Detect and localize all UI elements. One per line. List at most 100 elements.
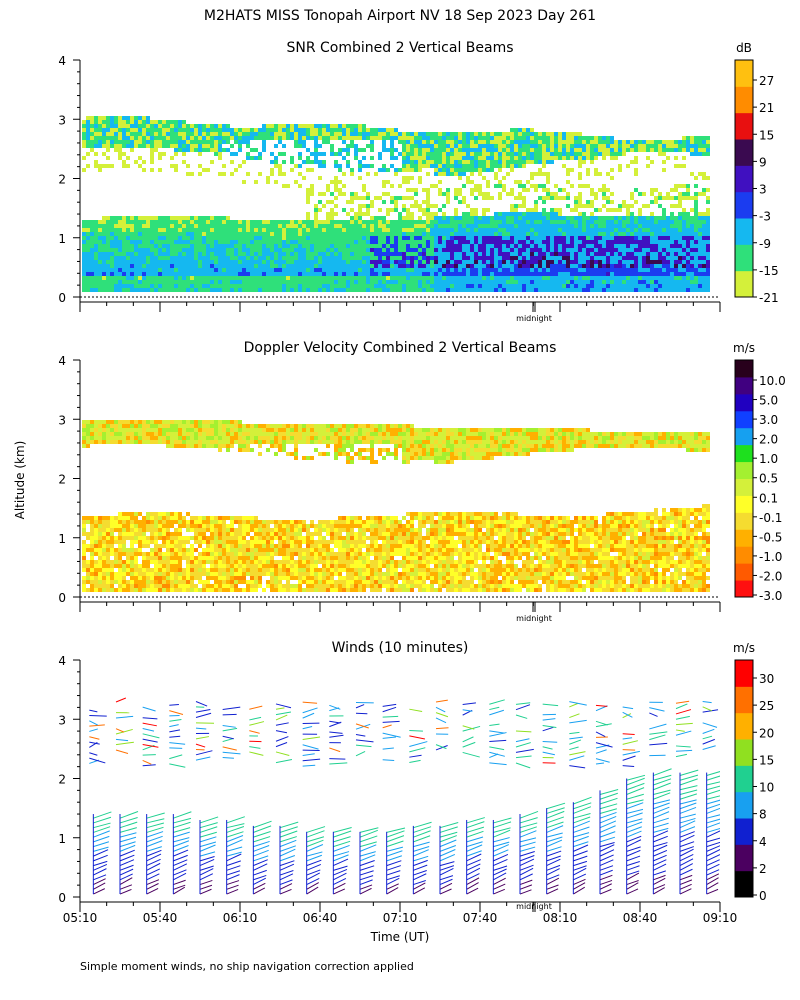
heat-cell xyxy=(434,172,438,176)
heat-cell xyxy=(274,272,278,276)
heat-cell xyxy=(202,144,206,148)
heat-cell xyxy=(642,280,646,284)
heat-cell xyxy=(306,252,310,256)
heat-cell xyxy=(490,224,494,228)
heat-cell xyxy=(618,144,622,148)
heat-cell xyxy=(570,156,574,160)
heat-cell xyxy=(146,220,150,224)
heat-cell xyxy=(462,144,466,148)
heat-cell xyxy=(650,220,654,224)
heat-cell xyxy=(306,276,310,280)
heat-cell xyxy=(326,216,330,220)
heat-cell xyxy=(354,212,358,216)
heat-cell xyxy=(238,232,242,236)
heat-cell xyxy=(458,132,462,136)
heat-cell xyxy=(438,232,442,236)
heat-cell xyxy=(190,244,194,248)
heat-cell xyxy=(430,216,434,220)
heat-cell xyxy=(670,264,674,268)
heat-cell xyxy=(514,196,518,200)
heat-cell xyxy=(494,244,498,248)
heat-cell xyxy=(294,280,298,284)
heat-cell xyxy=(126,132,130,136)
heat-cell xyxy=(566,144,570,148)
heat-cell xyxy=(642,288,646,292)
heat-cell xyxy=(658,280,662,284)
y-tick-label: 3 xyxy=(58,113,66,127)
heat-cell xyxy=(594,220,598,224)
heat-cell xyxy=(262,288,266,292)
heat-cell xyxy=(678,140,682,144)
heat-cell xyxy=(370,264,374,268)
heat-cell xyxy=(486,220,490,224)
heat-cell xyxy=(586,244,590,248)
heat-cell xyxy=(602,264,606,268)
heat-cell xyxy=(142,128,146,132)
heat-cell xyxy=(306,268,310,272)
heat-cell xyxy=(602,288,606,292)
heat-cell xyxy=(282,272,286,276)
heat-cell xyxy=(98,424,102,428)
heat-cell xyxy=(618,152,622,156)
heat-cell xyxy=(242,128,246,132)
heat-cell xyxy=(310,236,314,240)
heat-cell xyxy=(630,276,634,280)
heat-cell xyxy=(102,272,106,276)
heat-cell xyxy=(558,252,562,256)
heat-cell xyxy=(166,136,170,140)
heat-cell xyxy=(474,232,478,236)
heat-cell xyxy=(310,128,314,132)
heat-cell xyxy=(286,236,290,240)
heat-cell xyxy=(454,136,458,140)
heat-cell xyxy=(114,144,118,148)
heat-cell xyxy=(106,548,110,552)
heat-cell xyxy=(86,164,90,168)
heat-cell xyxy=(322,284,326,288)
heat-cell xyxy=(550,288,554,292)
heat-cell xyxy=(690,260,694,264)
heat-cell xyxy=(86,440,90,444)
heat-cell xyxy=(706,244,710,248)
heat-cell xyxy=(590,252,594,256)
heat-cell xyxy=(286,124,290,128)
heat-cell xyxy=(642,264,646,268)
heat-cell xyxy=(162,284,166,288)
heat-cell xyxy=(242,288,246,292)
heat-cell xyxy=(646,228,650,232)
heat-cell xyxy=(386,232,390,236)
heat-cell xyxy=(150,236,154,240)
heat-cell xyxy=(134,280,138,284)
heat-cell xyxy=(174,152,178,156)
heat-cell xyxy=(354,224,358,228)
heat-cell xyxy=(362,264,366,268)
heat-cell xyxy=(90,552,94,556)
heat-cell xyxy=(358,252,362,256)
heat-cell xyxy=(626,228,630,232)
heat-cell xyxy=(82,272,86,276)
heat-cell xyxy=(546,136,550,140)
heat-cell xyxy=(682,196,686,200)
heat-cell xyxy=(126,144,130,148)
heat-cell xyxy=(534,156,538,160)
heat-cell xyxy=(150,156,154,160)
heat-cell xyxy=(642,240,646,244)
heat-cell xyxy=(278,164,282,168)
heat-cell xyxy=(414,140,418,144)
heat-cell xyxy=(666,140,670,144)
heat-cell xyxy=(158,260,162,264)
heat-cell xyxy=(594,260,598,264)
heat-cell xyxy=(510,236,514,240)
heat-cell xyxy=(230,128,234,132)
heat-cell xyxy=(354,124,358,128)
heat-cell xyxy=(602,240,606,244)
heat-cell xyxy=(186,240,190,244)
heat-cell xyxy=(498,140,502,144)
heat-cell xyxy=(166,280,170,284)
heat-cell xyxy=(694,216,698,220)
heat-cell xyxy=(602,196,606,200)
heat-cell xyxy=(650,224,654,228)
heat-cell xyxy=(138,140,142,144)
heat-cell xyxy=(278,152,282,156)
heat-cell xyxy=(530,256,534,260)
heat-cell xyxy=(590,220,594,224)
